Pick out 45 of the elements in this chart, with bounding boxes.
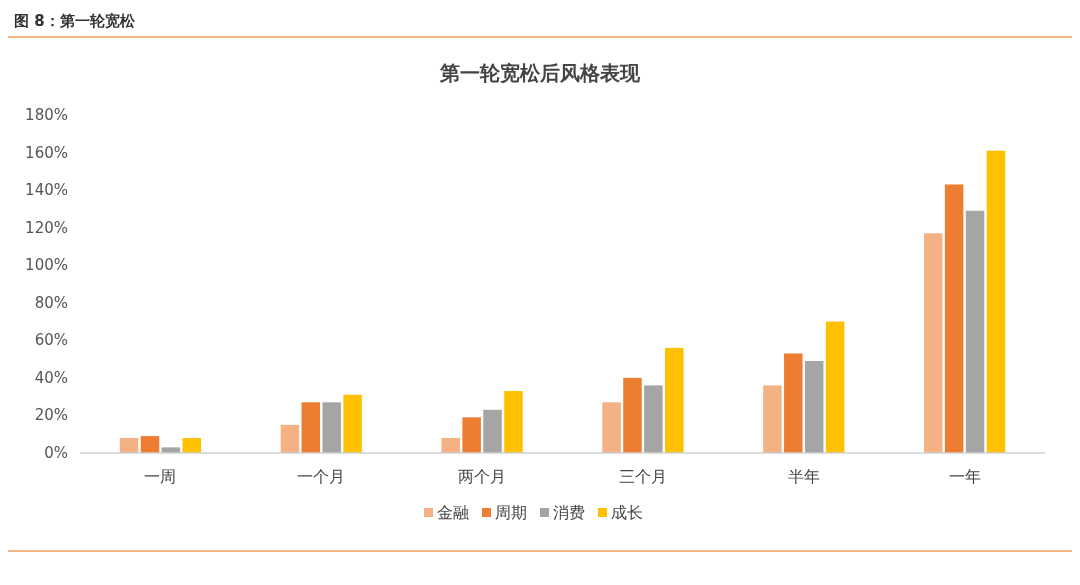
bar [182, 437, 202, 453]
y-tick-label: 80% [34, 293, 68, 312]
bar [763, 385, 782, 453]
legend-label: 成长 [611, 503, 643, 522]
legend-label: 消费 [553, 503, 585, 522]
y-tick-label: 0% [44, 444, 68, 462]
bar [441, 437, 460, 453]
y-tick-label: 140% [25, 181, 68, 200]
bar [944, 184, 964, 453]
bar [280, 424, 300, 453]
bar [119, 437, 139, 453]
y-tick-label: 60% [34, 331, 68, 350]
x-tick-label: 两个月 [458, 467, 507, 486]
bar [665, 347, 684, 453]
x-tick-label: 一年 [948, 467, 981, 486]
y-tick-label: 20% [34, 406, 68, 425]
x-tick-label: 一周 [144, 467, 177, 486]
x-tick-label: 三个月 [618, 467, 667, 486]
legend-label: 金融 [437, 503, 469, 522]
bar [462, 417, 481, 453]
x-tick-label: 一个月 [297, 467, 346, 486]
bar [322, 402, 341, 453]
legend-label: 周期 [495, 503, 527, 522]
bar [784, 353, 803, 453]
bar [986, 150, 1006, 453]
y-tick-label: 160% [25, 143, 68, 162]
y-tick-label: 100% [25, 256, 68, 275]
chart-title: 图 8：第一轮宽松 [14, 12, 136, 30]
bar [965, 210, 985, 453]
y-tick-label: 120% [25, 218, 68, 237]
bar [504, 391, 523, 453]
bar [483, 409, 502, 453]
y-tick-label: 40% [34, 368, 68, 387]
y-tick-label: 180% [25, 106, 68, 124]
bar [623, 377, 642, 453]
bar [804, 360, 824, 453]
chart-subtitle: 第一轮宽松后风格表现 [439, 61, 641, 85]
x-tick-label: 半年 [787, 467, 820, 486]
bar [140, 436, 160, 453]
bar [923, 233, 943, 453]
bar [825, 321, 845, 453]
bar [602, 402, 621, 453]
bar [343, 394, 362, 453]
bar [301, 402, 321, 453]
bar [644, 385, 663, 453]
